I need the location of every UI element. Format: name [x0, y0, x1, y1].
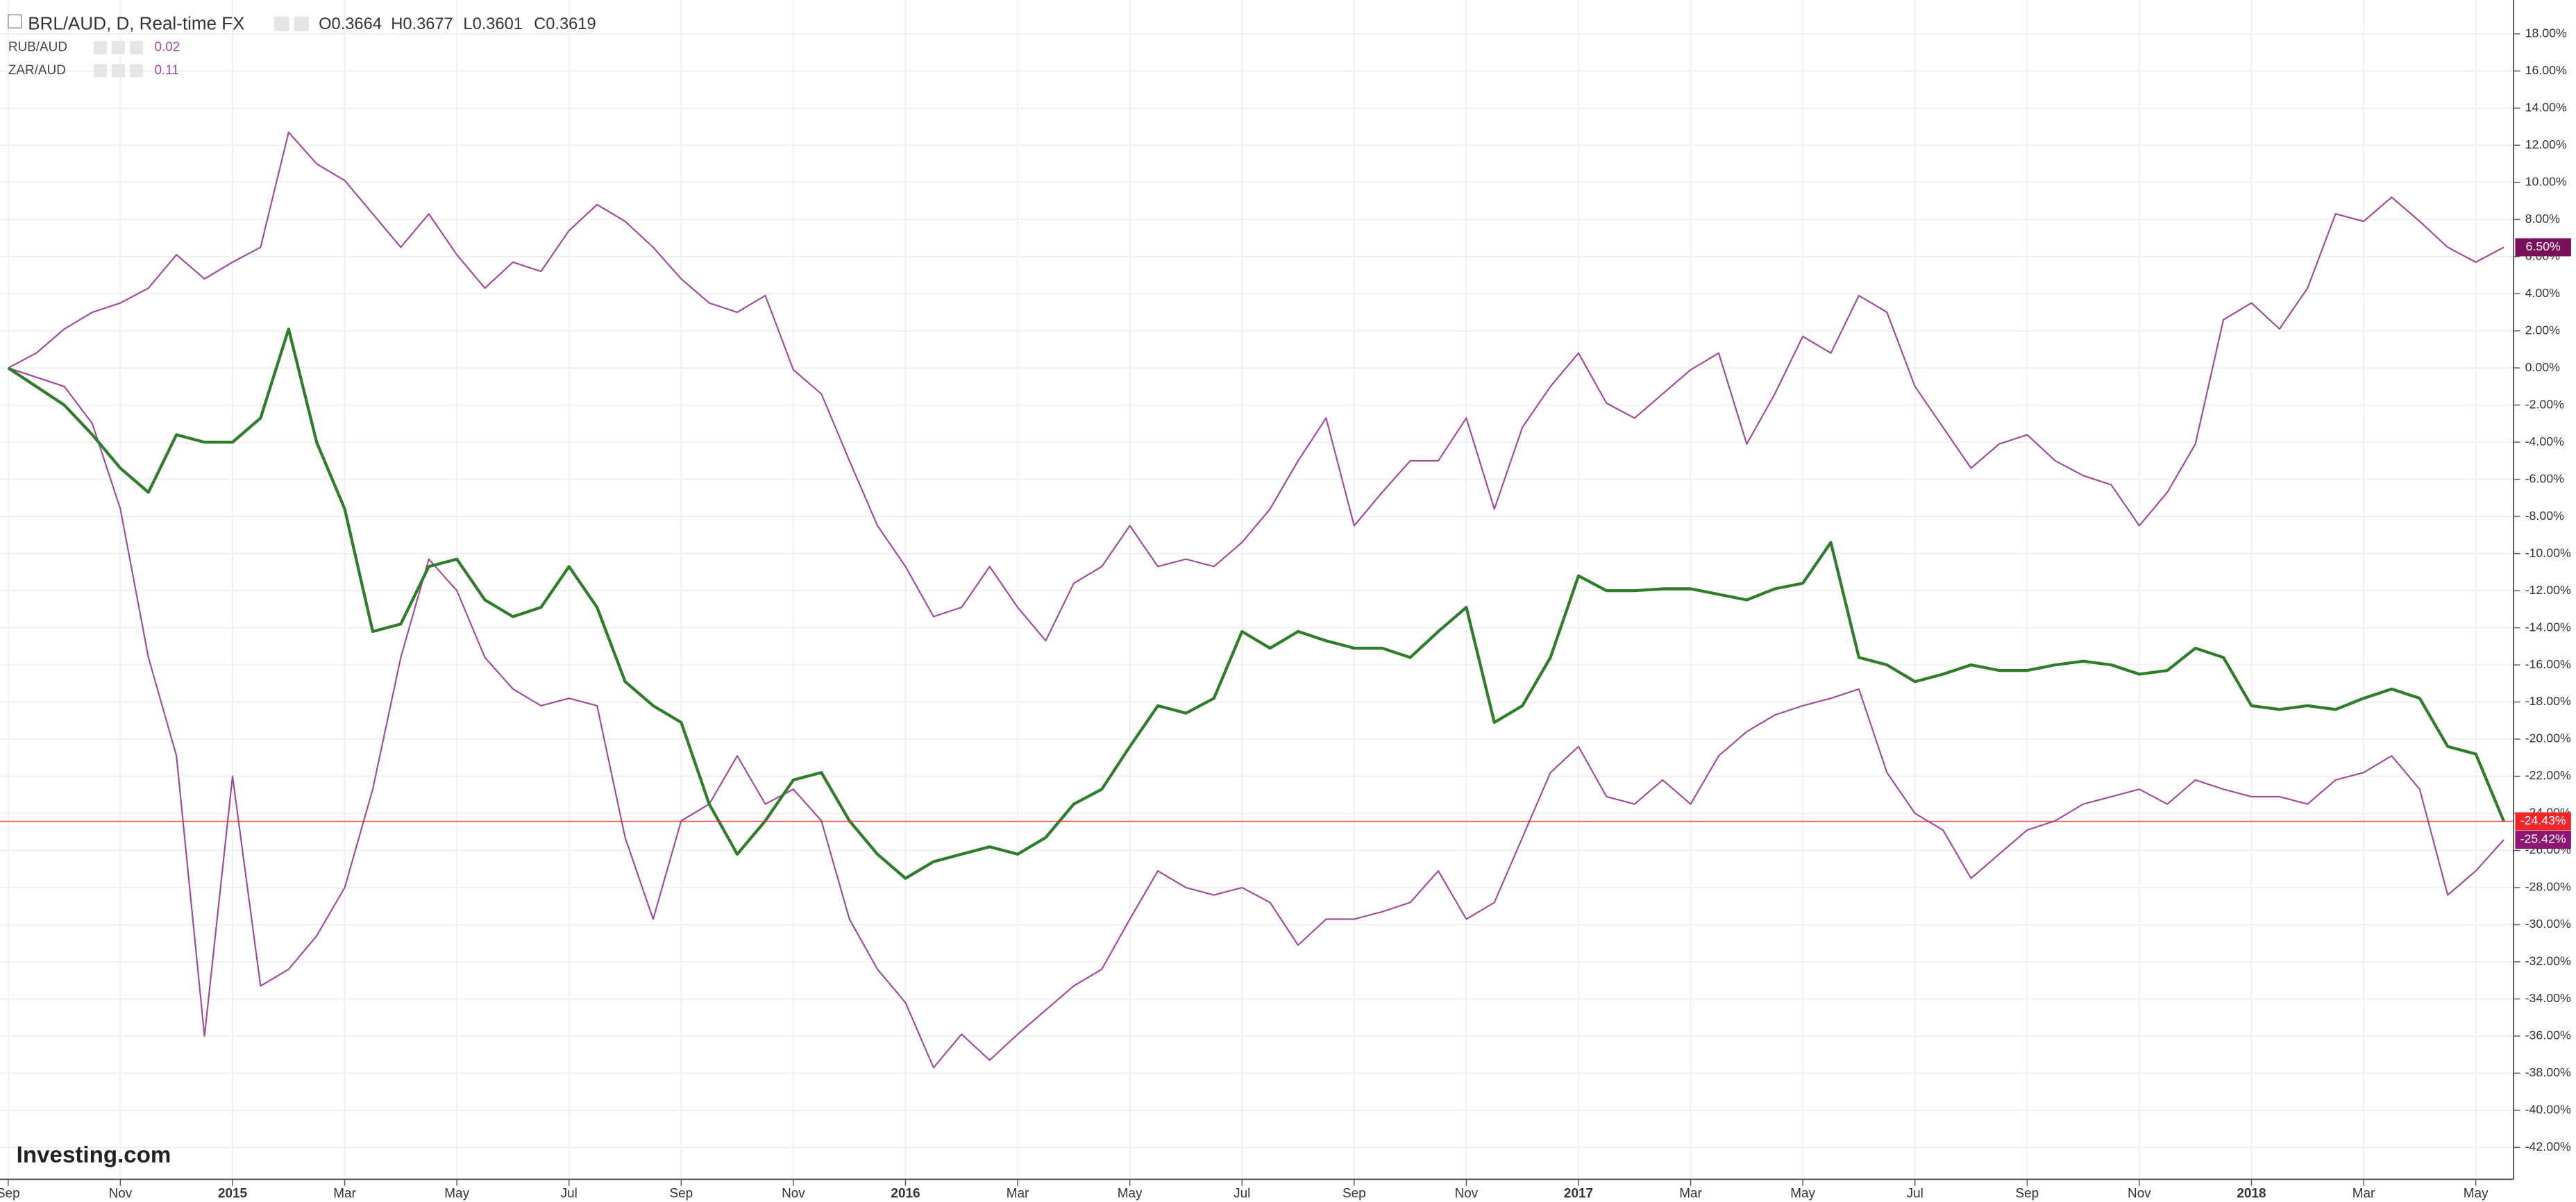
- ohlc-low: L0.3601: [463, 15, 523, 33]
- grid: [0, 0, 2514, 1180]
- x-tick-label: 2017: [1564, 1187, 1593, 1201]
- y-tick-label: 18.00%: [2525, 26, 2567, 40]
- y-tick-label: -38.00%: [2525, 1065, 2571, 1079]
- legend-icon: [111, 64, 125, 78]
- legend-icon: [129, 64, 143, 78]
- y-tick-label: -30.00%: [2525, 917, 2571, 931]
- icon[interactable]: [274, 16, 289, 31]
- y-tick-label: 8.00%: [2525, 212, 2561, 226]
- y-tick-label: -40.00%: [2525, 1103, 2571, 1117]
- x-tick-label: Nov: [1455, 1187, 1479, 1201]
- chart-title: BRL/AUD, D, Real-time FX: [28, 12, 244, 33]
- last-value-box: [2515, 830, 2571, 849]
- y-tick-label: -36.00%: [2525, 1029, 2571, 1042]
- y-tick-label: 14.00%: [2525, 100, 2567, 114]
- last-value-box: [2515, 812, 2571, 831]
- x-tick-label: Mar: [2352, 1187, 2375, 1201]
- x-tick-label: Sep: [2015, 1187, 2039, 1201]
- x-tick-label: 2015: [218, 1187, 247, 1201]
- y-tick-label: 2.00%: [2525, 323, 2561, 337]
- x-tick-label: Sep: [669, 1187, 693, 1201]
- y-tick-label: -34.00%: [2525, 991, 2571, 1005]
- x-tick-label: Nov: [109, 1187, 133, 1201]
- y-tick-label: -22.00%: [2525, 768, 2571, 782]
- x-tick-label: Jul: [1907, 1187, 1923, 1201]
- y-tick-label: -28.00%: [2525, 880, 2571, 894]
- x-tick-label: Sep: [0, 1187, 20, 1201]
- y-tick-label: 0.00%: [2525, 360, 2561, 374]
- last-value-label: 6.50%: [2525, 239, 2561, 253]
- last-value-label: -24.43%: [2520, 813, 2566, 827]
- x-tick-label: May: [2464, 1187, 2489, 1201]
- last-value-label: -25.42%: [2520, 832, 2566, 846]
- x-tick-label: Jul: [561, 1187, 578, 1201]
- legend-value: 0.02: [154, 40, 180, 55]
- ohlc-close: C0.3619: [534, 15, 596, 33]
- y-tick-label: -20.00%: [2525, 731, 2571, 745]
- y-tick-label: -10.00%: [2525, 545, 2571, 559]
- header-icons: [274, 16, 309, 31]
- x-tick-label: 2018: [2237, 1187, 2266, 1201]
- icon[interactable]: [294, 16, 309, 31]
- ohlc-high: H0.3677: [391, 15, 453, 33]
- legend-icon: [111, 41, 125, 55]
- x-tick-label: Mar: [1007, 1187, 1029, 1201]
- y-tick-label: -16.00%: [2525, 657, 2571, 671]
- y-tick-label: -4.00%: [2525, 434, 2564, 448]
- y-tick-label: -8.00%: [2525, 509, 2564, 523]
- axes: -42.00% -40.00% -38.00% -36.00% -34.00% -32.0…: [0, 26, 2571, 1201]
- x-tick-label: 2016: [891, 1187, 920, 1201]
- x-tick-label: May: [1118, 1187, 1143, 1201]
- x-tick-label: Nov: [2128, 1187, 2151, 1201]
- legend-value: 0.11: [154, 63, 178, 78]
- x-tick-label: Jul: [1234, 1187, 1250, 1201]
- x-tick-label: Sep: [1342, 1187, 1366, 1201]
- y-tick-label: 10.00%: [2525, 174, 2567, 188]
- y-tick-label: -14.00%: [2525, 620, 2571, 634]
- y-tick-label: -32.00%: [2525, 954, 2571, 968]
- last-value-box: [2515, 238, 2571, 257]
- y-tick-label: -2.00%: [2525, 397, 2564, 411]
- legend-icon: [93, 64, 107, 78]
- legend-name: RUB/AUD: [8, 40, 67, 55]
- plot-area: [0, 131, 2514, 1069]
- x-tick-label: May: [444, 1187, 469, 1201]
- y-tick-label: 4.00%: [2525, 286, 2561, 300]
- collapse-icon[interactable]: [8, 14, 22, 29]
- x-tick-label: Mar: [1679, 1187, 1702, 1201]
- legend-icon: [129, 41, 143, 55]
- y-tick-label: -42.00%: [2525, 1140, 2571, 1153]
- ohlc-open: O0.3664: [319, 15, 382, 33]
- x-tick-label: May: [1790, 1187, 1815, 1201]
- series-line: [7, 327, 2505, 880]
- logo: Investing.com: [17, 1142, 171, 1168]
- y-tick-label: -6.00%: [2525, 471, 2564, 485]
- y-tick-label: 12.00%: [2525, 137, 2567, 151]
- y-tick-label: -18.00%: [2525, 694, 2571, 708]
- legend-name: ZAR/AUD: [8, 63, 66, 78]
- y-tick-label: 16.00%: [2525, 63, 2567, 77]
- y-tick-label: -12.00%: [2525, 583, 2571, 597]
- x-tick-label: Mar: [333, 1187, 356, 1201]
- legend-icon: [93, 41, 107, 55]
- x-tick-label: Nov: [782, 1187, 805, 1201]
- series-line: [8, 131, 2505, 642]
- legend: RUB/AUD 0.02 ZAR/AUD 0.11: [8, 40, 180, 78]
